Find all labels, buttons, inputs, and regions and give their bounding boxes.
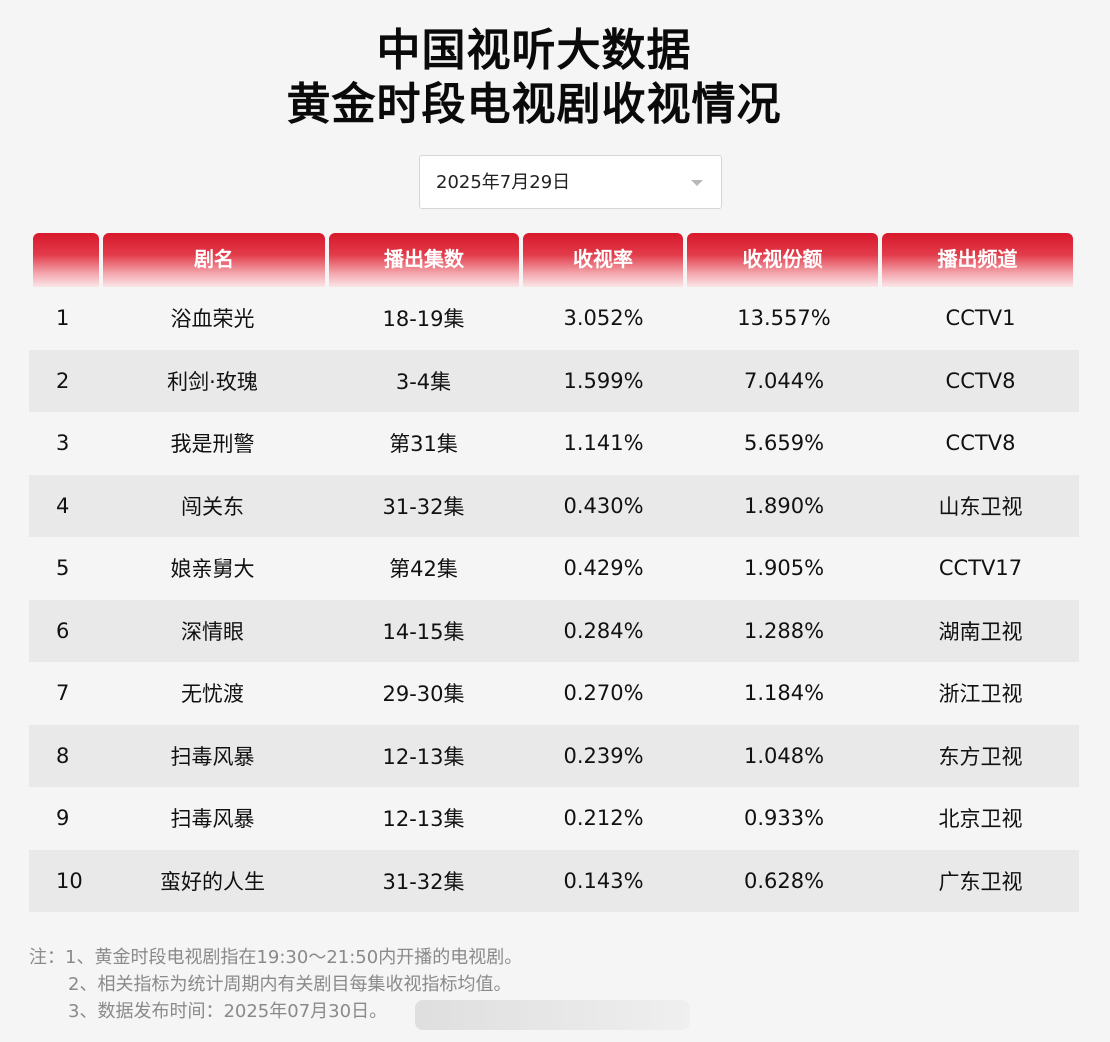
table-row: 9 扫毒风暴 12-13集 0.212% 0.933% 北京卫视 <box>29 787 1079 850</box>
cell-episodes: 31-32集 <box>382 494 465 519</box>
date-select[interactable]: 2025年7月29日 <box>419 155 722 209</box>
cell-rank: 8 <box>56 743 70 768</box>
cell-share: 1.905% <box>743 556 825 581</box>
cell-rating: 0.270% <box>563 681 644 706</box>
cell-channel: CCTV17 <box>938 556 1023 581</box>
table-body: 1 浴血荣光 18-19集 3.052% 13.557% CCTV1 2 利剑·玫瑰 3-4集 1… <box>29 287 1079 912</box>
cell-share: 5.659% <box>743 431 825 456</box>
cell-share: 7.044% <box>743 368 825 393</box>
title-line-2: 黄金时段电视剧收视情况 <box>286 79 782 130</box>
cell-rating: 1.141% <box>563 431 644 456</box>
table-row: 6 深情眼 14-15集 0.284% 1.288% 湖南卫视 <box>29 599 1079 662</box>
cell-share: 0.628% <box>743 868 825 893</box>
table-row: 10 蛮好的人生 31-32集 0.143% 0.628% 广东卫视 <box>29 849 1079 912</box>
cell-rank: 2 <box>56 368 70 393</box>
page-title: 中国视听大数据 黄金时段电视剧收视情况 <box>0 24 1068 132</box>
cell-rank: 9 <box>56 806 70 831</box>
cell-episodes: 14-15集 <box>382 619 465 644</box>
cell-rating: 3.052% <box>563 306 644 331</box>
cell-rank: 7 <box>56 681 70 706</box>
cell-share: 1.890% <box>743 493 825 518</box>
cell-rank: 1 <box>56 306 70 331</box>
cell-name: 利剑·玫瑰 <box>167 369 258 394</box>
cell-channel: CCTV8 <box>945 368 1016 393</box>
cell-rank: 10 <box>56 868 83 893</box>
cell-name: 扫毒风暴 <box>170 744 255 769</box>
cell-name: 娘亲舅大 <box>170 557 255 582</box>
cell-name: 浴血荣光 <box>170 307 255 332</box>
cell-channel: CCTV1 <box>945 306 1016 331</box>
watermark <box>415 1000 690 1030</box>
note-3: 3、数据发布时间：2025年07月30日。 <box>68 1001 388 1022</box>
table-row: 8 扫毒风暴 12-13集 0.239% 1.048% 东方卫视 <box>29 724 1079 787</box>
cell-episodes: 3-4集 <box>395 369 452 394</box>
date-select-value: 2025年7月29日 <box>436 172 571 193</box>
table-row: 1 浴血荣光 18-19集 3.052% 13.557% CCTV1 <box>29 287 1079 350</box>
table-row: 2 利剑·玫瑰 3-4集 1.599% 7.044% CCTV8 <box>29 349 1079 412</box>
table-row: 7 无忧渡 29-30集 0.270% 1.184% 浙江卫视 <box>29 662 1079 725</box>
cell-channel: 东方卫视 <box>938 744 1023 769</box>
table-row: 4 闯关东 31-32集 0.430% 1.890% 山东卫视 <box>29 474 1079 537</box>
header-share: 收视份额 <box>687 233 878 287</box>
cell-rating: 0.430% <box>563 493 644 518</box>
cell-channel: 浙江卫视 <box>938 682 1023 707</box>
cell-share: 1.048% <box>743 743 825 768</box>
cell-rating: 0.212% <box>563 806 644 831</box>
note-1: 注：1、黄金时段电视剧指在19:30～21:50内开播的电视剧。 <box>29 947 523 968</box>
header-rating: 收视率 <box>523 233 683 287</box>
cell-episodes: 12-13集 <box>382 807 465 832</box>
table-header: 剧名 播出集数 收视率 收视份额 播出频道 <box>29 233 1079 287</box>
cell-name: 深情眼 <box>181 619 244 644</box>
cell-name: 蛮好的人生 <box>160 869 265 894</box>
cell-channel: 湖南卫视 <box>938 619 1023 644</box>
cell-rank: 4 <box>56 493 70 518</box>
table-row: 3 我是刑警 第31集 1.141% 5.659% CCTV8 <box>29 412 1079 475</box>
cell-share: 1.288% <box>743 618 825 643</box>
chevron-down-icon[interactable] <box>691 180 703 186</box>
title-line-1: 中国视听大数据 <box>376 25 692 76</box>
cell-share: 1.184% <box>743 681 825 706</box>
cell-name: 无忧渡 <box>181 682 244 707</box>
header-rank <box>33 233 99 287</box>
cell-channel: 山东卫视 <box>938 494 1023 519</box>
cell-rating: 0.143% <box>563 868 644 893</box>
header-name: 剧名 <box>103 233 325 287</box>
cell-channel: 广东卫视 <box>938 869 1023 894</box>
cell-rating: 0.284% <box>563 618 644 643</box>
cell-channel: 北京卫视 <box>938 807 1023 832</box>
cell-rating: 0.239% <box>563 743 644 768</box>
cell-episodes: 12-13集 <box>382 744 465 769</box>
cell-name: 扫毒风暴 <box>170 807 255 832</box>
header-channel: 播出频道 <box>882 233 1073 287</box>
header-episodes: 播出集数 <box>329 233 519 287</box>
cell-rank: 6 <box>56 618 70 643</box>
cell-rank: 5 <box>56 556 70 581</box>
cell-episodes: 29-30集 <box>382 682 465 707</box>
cell-episodes: 18-19集 <box>382 307 465 332</box>
cell-name: 我是刑警 <box>170 432 255 457</box>
cell-share: 13.557% <box>737 306 831 331</box>
note-2: 2、相关指标为统计周期内有关剧目每集收视指标均值。 <box>68 974 512 995</box>
ratings-table: 剧名 播出集数 收视率 收视份额 播出频道 1 浴血荣光 18-19集 3.052% 1… <box>29 233 1079 912</box>
cell-share: 0.933% <box>743 806 825 831</box>
cell-channel: CCTV8 <box>945 431 1016 456</box>
cell-name: 闯关东 <box>181 494 244 519</box>
footnotes: 注：1、黄金时段电视剧指在19:30～21:50内开播的电视剧。 2、相关指标为… <box>29 944 522 1025</box>
cell-rating: 1.599% <box>563 368 644 393</box>
cell-episodes: 第31集 <box>389 432 458 457</box>
cell-episodes: 31-32集 <box>382 869 465 894</box>
cell-episodes: 第42集 <box>389 557 458 582</box>
cell-rating: 0.429% <box>563 556 644 581</box>
table-row: 5 娘亲舅大 第42集 0.429% 1.905% CCTV17 <box>29 537 1079 600</box>
cell-rank: 3 <box>56 431 70 456</box>
